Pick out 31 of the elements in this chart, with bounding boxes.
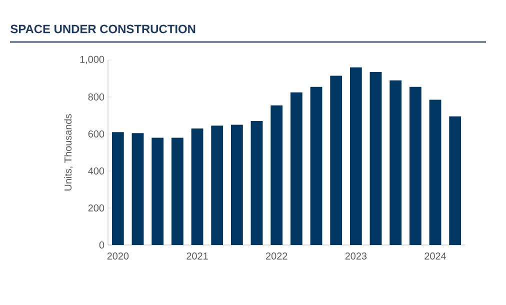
x-tick-label: 2020	[107, 252, 129, 260]
bar	[270, 105, 283, 245]
bar	[191, 128, 204, 245]
bar	[132, 133, 144, 245]
y-tick-label: 200	[88, 204, 104, 212]
x-tick-label: 2021	[186, 252, 208, 260]
x-tick-label: 2022	[266, 252, 288, 260]
bar	[350, 67, 362, 245]
bar	[370, 72, 382, 245]
bar	[112, 132, 124, 245]
bar	[429, 100, 442, 245]
bar	[152, 138, 164, 245]
bar	[290, 92, 302, 245]
bar	[211, 126, 224, 245]
bar	[330, 76, 342, 245]
y-tick-label: 1,000	[80, 56, 104, 64]
y-tick-label: 0	[99, 241, 104, 249]
y-tick-label: 400	[88, 167, 104, 175]
bar	[449, 116, 462, 245]
bar	[390, 80, 402, 245]
bar	[310, 86, 322, 245]
bar	[230, 124, 243, 245]
bar	[250, 121, 263, 245]
y-tick-label: 800	[88, 93, 104, 101]
bar	[409, 86, 422, 245]
y-axis-title: Units, Thousands	[64, 114, 73, 190]
chart-title: SPACE UNDER CONSTRUCTION	[10, 24, 196, 34]
x-tick-label: 2024	[424, 252, 446, 260]
y-tick-label: 600	[88, 130, 104, 138]
bar	[171, 138, 184, 245]
x-tick-label: 2023	[345, 252, 367, 260]
